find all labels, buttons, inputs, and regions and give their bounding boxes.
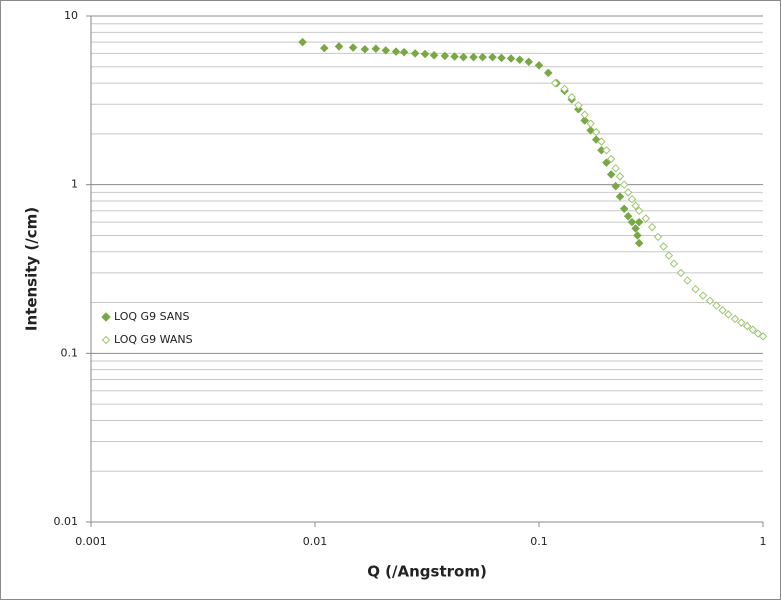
- point: [591, 127, 601, 137]
- point: [653, 232, 663, 242]
- point: [597, 137, 606, 146]
- point: [623, 211, 633, 221]
- point: [524, 57, 534, 67]
- point: [606, 170, 616, 179]
- legend-marker: [101, 312, 111, 322]
- point: [440, 51, 450, 61]
- point: [627, 217, 637, 227]
- point: [627, 194, 637, 204]
- point: [683, 276, 692, 285]
- y-tick-label: 0.01: [54, 515, 79, 528]
- point: [611, 181, 621, 191]
- point: [615, 172, 625, 181]
- point: [591, 135, 601, 144]
- point: [567, 93, 576, 102]
- point: [543, 68, 553, 78]
- point: [360, 44, 370, 54]
- point: [586, 125, 595, 135]
- point: [758, 332, 768, 341]
- point: [634, 238, 644, 248]
- y-tick-label: 10: [64, 9, 78, 22]
- point: [631, 224, 640, 233]
- point: [580, 116, 590, 125]
- point: [705, 296, 715, 305]
- point: [634, 206, 644, 216]
- x-axis-title: Q (/Angstrom): [367, 563, 487, 581]
- x-tick-label: 0.01: [303, 535, 328, 548]
- point: [698, 291, 708, 300]
- point: [602, 146, 611, 155]
- point: [348, 43, 358, 52]
- y-tick-label: 1: [71, 178, 78, 191]
- point: [730, 314, 740, 324]
- point: [737, 318, 746, 327]
- y-axis-title: Intensity (/cm): [23, 207, 41, 331]
- point: [748, 325, 757, 334]
- x-tick-label: 0.001: [75, 535, 107, 548]
- legend-marker: [101, 335, 111, 345]
- point: [319, 43, 329, 53]
- point: [469, 52, 478, 62]
- point: [615, 192, 625, 201]
- point: [602, 158, 611, 168]
- point: [619, 180, 629, 189]
- point: [488, 52, 497, 62]
- point: [497, 53, 506, 63]
- legend-label: LOQ G9 SANS: [114, 310, 190, 323]
- point: [550, 78, 560, 88]
- x-tick-label: 1: [760, 535, 767, 548]
- point: [712, 301, 721, 310]
- point: [298, 37, 307, 47]
- point: [381, 46, 391, 55]
- point: [631, 201, 640, 210]
- point: [391, 47, 401, 56]
- point: [574, 101, 583, 110]
- point: [641, 214, 651, 223]
- point: [634, 217, 644, 227]
- point: [647, 222, 657, 232]
- point: [611, 164, 620, 173]
- point: [334, 42, 344, 51]
- point: [450, 52, 459, 61]
- point: [429, 50, 439, 60]
- point: [534, 60, 544, 70]
- point: [724, 310, 733, 319]
- point: [506, 54, 516, 63]
- point: [676, 268, 686, 278]
- y-tick-label: 0.1: [61, 346, 79, 359]
- point: [459, 52, 468, 62]
- point: [669, 259, 679, 268]
- point: [410, 49, 420, 58]
- point: [623, 188, 633, 197]
- point: [718, 306, 727, 315]
- point: [560, 84, 569, 94]
- point: [619, 204, 629, 214]
- point: [420, 49, 430, 59]
- point: [753, 329, 763, 338]
- point: [515, 55, 525, 65]
- point: [586, 119, 595, 128]
- legend-label: LOQ G9 WANS: [114, 333, 193, 346]
- x-tick-label: 0.1: [530, 535, 548, 548]
- point: [659, 242, 668, 251]
- point: [606, 154, 616, 164]
- point: [664, 251, 674, 260]
- point: [371, 44, 381, 54]
- point: [633, 231, 642, 240]
- point: [691, 284, 700, 294]
- point: [399, 47, 409, 57]
- point: [580, 110, 589, 119]
- point: [742, 321, 752, 331]
- point: [478, 52, 487, 62]
